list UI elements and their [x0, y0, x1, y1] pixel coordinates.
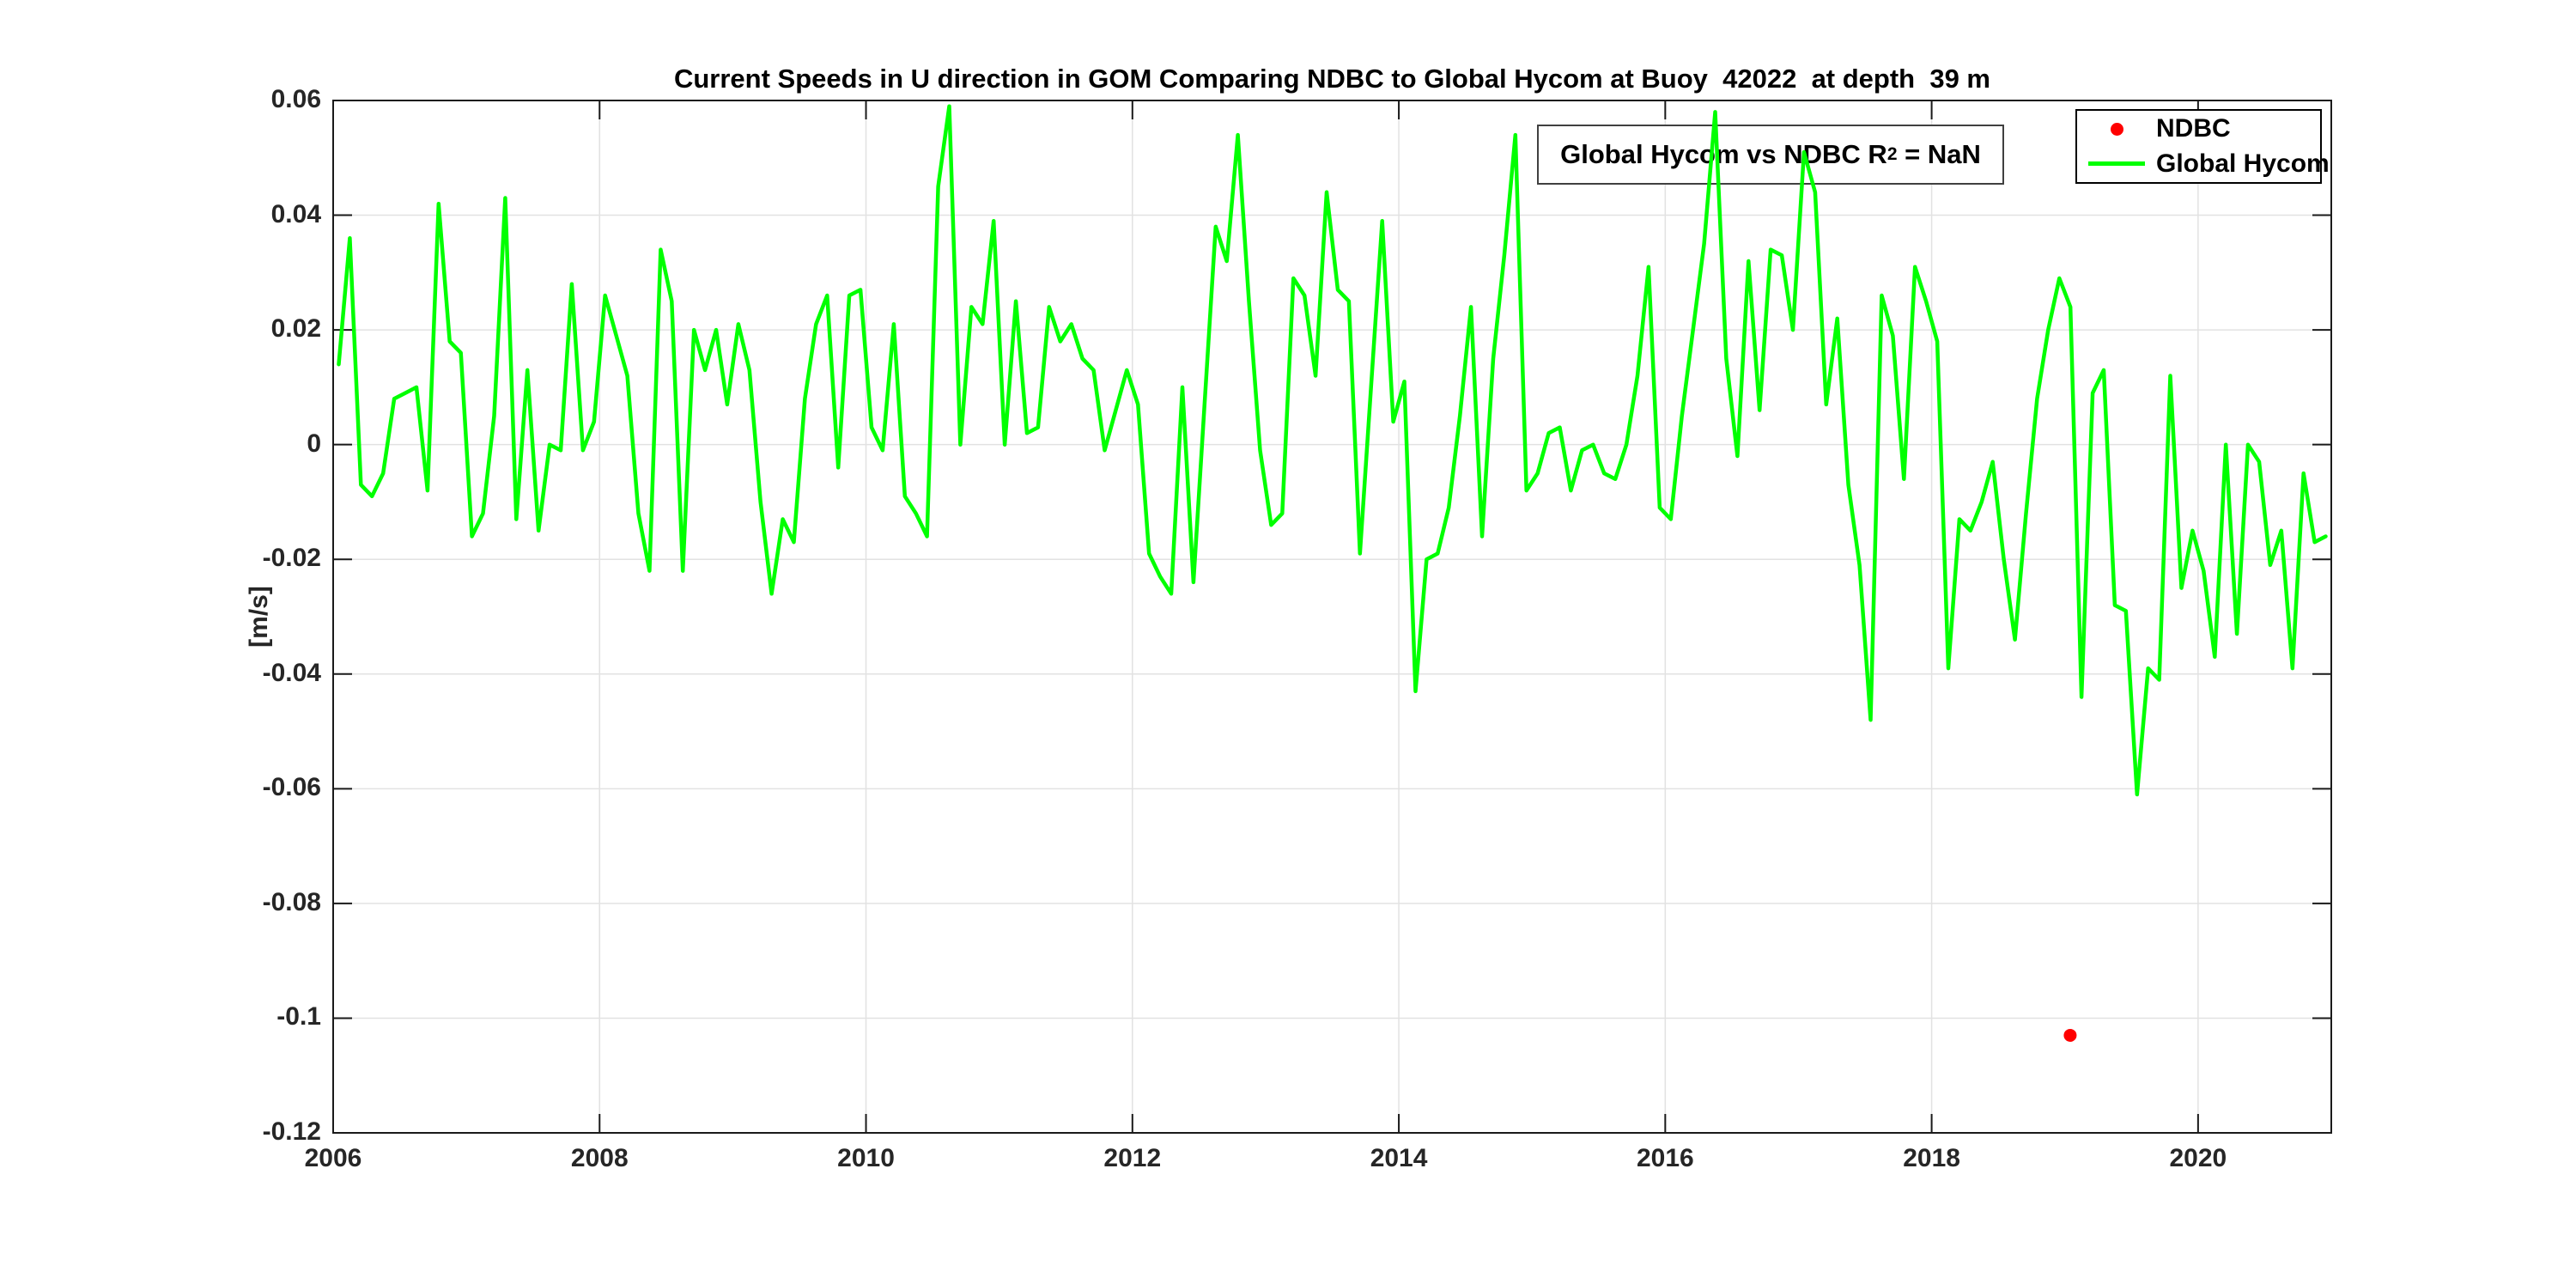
- plot-border: [332, 100, 2332, 1134]
- y-tick-label: -0.12: [262, 1117, 321, 1146]
- y-tick-label: -0.1: [276, 1002, 321, 1032]
- x-tick-label: 2006: [304, 1144, 362, 1172]
- legend-marker-cell: [2077, 161, 2156, 167]
- x-tick-label: 2020: [2169, 1144, 2227, 1172]
- x-tick-label: 2012: [1103, 1144, 1162, 1172]
- x-tick-label: 2016: [1636, 1144, 1694, 1172]
- y-tick-label: 0.02: [270, 314, 321, 344]
- y-tick-label: -0.06: [262, 773, 321, 802]
- y-tick-label: -0.04: [262, 658, 321, 687]
- x-tick-label: 2010: [837, 1144, 895, 1172]
- legend-line-icon: [2088, 161, 2145, 167]
- legend-marker-cell: [2077, 122, 2156, 136]
- y-tick-label: 0: [307, 429, 321, 458]
- x-tick-label: 2014: [1370, 1144, 1428, 1172]
- chart-title: Current Speeds in U direction in GOM Com…: [673, 64, 1991, 94]
- legend-label-ndbc: NDBC: [2156, 114, 2231, 143]
- legend-row-ndbc: NDBC: [2077, 113, 2320, 145]
- y-tick-label: 0.06: [270, 85, 321, 113]
- y-axis-label: [m/s]: [245, 586, 273, 648]
- x-tick-label: 2008: [570, 1144, 629, 1172]
- legend-dot-icon: [2110, 122, 2123, 136]
- x-tick-label: 2018: [1903, 1144, 1960, 1172]
- legend-row-global-hycom: Global Hycom: [2077, 148, 2330, 180]
- y-tick-label: 0.04: [270, 199, 321, 228]
- y-tick-label: -0.02: [262, 544, 321, 573]
- y-tick-label: -0.08: [262, 887, 321, 916]
- annotation-text-suffix: = NaN: [1897, 139, 1981, 169]
- legend-label-global-hycom: Global Hycom: [2156, 149, 2330, 178]
- legend: NDBC Global Hycom: [2075, 109, 2330, 184]
- annotation-text-prefix: Global Hycom vs NDBC R: [1560, 139, 1887, 169]
